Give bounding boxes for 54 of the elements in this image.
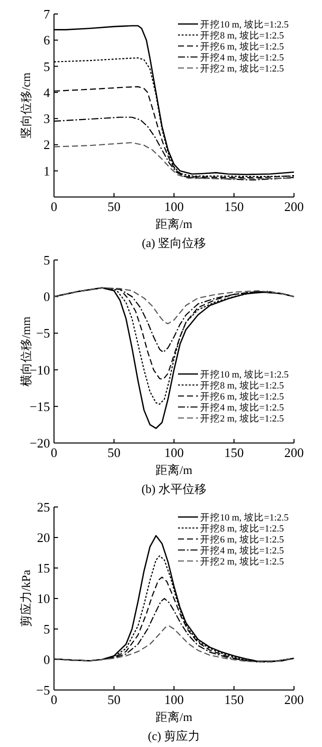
- legend-label: 开挖2 m, 坡比=1:2.5: [200, 556, 284, 568]
- x-tick-label: 100: [164, 199, 184, 214]
- y-tick-label: −20: [30, 436, 50, 450]
- y-tick-label: 3: [44, 111, 50, 126]
- x-axis-title: 距离/m: [156, 217, 193, 231]
- x-axis-title: 距离/m: [156, 710, 193, 724]
- y-tick-label: −5: [36, 682, 50, 698]
- y-tick-label: 10: [37, 591, 50, 606]
- legend-label: 开挖4 m, 坡比=1:2.5: [200, 544, 284, 556]
- y-tick-label: −15: [30, 398, 50, 414]
- y-tick-label: −5: [36, 326, 50, 341]
- y-tick-label: 15: [37, 560, 50, 576]
- y-axis-title: 剪应力/kPa: [19, 569, 33, 628]
- legend-label: 开挖8 m, 坡比=1:2.5: [200, 30, 284, 42]
- y-tick-label: 5: [44, 58, 50, 74]
- legend-label: 开挖6 m, 坡比=1:2.5: [200, 534, 284, 546]
- y-tick-label: 25: [37, 500, 50, 514]
- x-tick-label: 200: [284, 445, 304, 460]
- x-tick-label: 150: [224, 199, 244, 214]
- legend-label: 开挖2 m, 坡比=1:2.5: [200, 412, 284, 424]
- legend-label: 开挖4 m, 坡比=1:2.5: [200, 52, 284, 64]
- legend-label: 开挖8 m, 坡比=1:2.5: [200, 380, 284, 392]
- y-tick-label: 2: [44, 137, 50, 152]
- legend-label: 开挖6 m, 坡比=1:2.5: [200, 40, 284, 52]
- x-tick-label: 50: [108, 199, 120, 214]
- y-tick-label: 6: [44, 32, 50, 48]
- y-tick-label: 5: [44, 252, 50, 268]
- legend-label: 开挖2 m, 坡比=1:2.5: [200, 62, 284, 74]
- text: (a) 竖向位移: [142, 236, 206, 250]
- y-tick-label: 5: [44, 622, 50, 636]
- x-axis-title: 距离/m: [156, 463, 193, 477]
- y-tick-label: 20: [37, 530, 50, 545]
- legend-label: 开挖10 m, 坡比=1:2.5: [200, 368, 289, 380]
- text: (b) 水平位移: [142, 482, 206, 496]
- x-tick-label: 100: [164, 692, 184, 707]
- x-tick-label: 200: [284, 199, 304, 214]
- x-tick-label: 50: [108, 445, 120, 460]
- x-tick-label: 100: [164, 445, 184, 460]
- legend-label: 开挖8 m, 坡比=1:2.5: [200, 522, 284, 534]
- y-tick-label: 7: [44, 6, 50, 22]
- text: (c) 剪应力: [148, 729, 200, 743]
- x-tick-label: 150: [224, 692, 244, 707]
- legend-label: 开挖10 m, 坡比=1:2.5: [200, 512, 289, 524]
- legend-label: 开挖6 m, 坡比=1:2.5: [200, 390, 284, 402]
- legend-label: 开挖4 m, 坡比=1:2.5: [200, 402, 284, 414]
- x-tick-label: 50: [108, 692, 120, 707]
- y-tick-label: 0: [44, 289, 50, 304]
- y-tick-label: 4: [44, 84, 50, 100]
- legend-label: 开挖10 m, 坡比=1:2.5: [200, 18, 289, 30]
- x-tick-label: 150: [224, 445, 244, 460]
- y-tick-label: 0: [44, 652, 50, 667]
- x-tick-label: 200: [284, 692, 304, 707]
- y-axis-title: 竖向位移/cm: [19, 72, 33, 138]
- y-tick-label: 1: [44, 163, 50, 178]
